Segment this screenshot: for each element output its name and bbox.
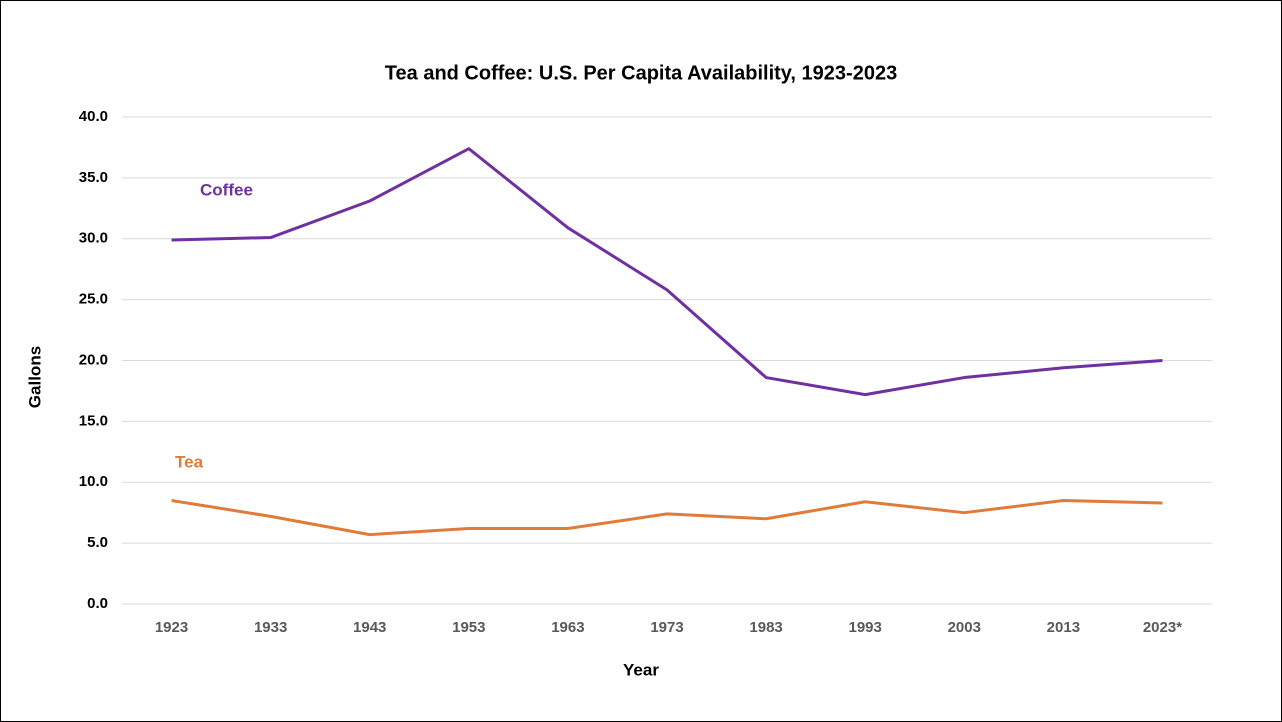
series-line	[171, 147, 1163, 397]
x-tick-label: 1983	[749, 619, 782, 636]
chart-title: Tea and Coffee: U.S. Per Capita Availabi…	[385, 62, 897, 84]
x-tick-label: 1993	[848, 619, 881, 636]
y-tick-label: 30.0	[79, 230, 108, 247]
y-tick-label: 20.0	[79, 351, 108, 368]
series-label: Coffee	[200, 180, 253, 199]
y-tick-label: 40.0	[79, 108, 108, 125]
y-tick-label: 10.0	[79, 473, 108, 490]
y-tick-label: 5.0	[87, 534, 108, 551]
series-label: Tea	[175, 452, 204, 471]
y-tick-label: 25.0	[79, 291, 108, 308]
x-tick-label: 1933	[254, 619, 287, 636]
y-axis-label: Gallons	[25, 346, 44, 408]
series-line	[171, 499, 1163, 537]
x-tick-label: 1923	[155, 619, 188, 636]
x-tick-label: 1973	[650, 619, 683, 636]
y-tick-label: 35.0	[79, 169, 108, 186]
x-tick-label: 1963	[551, 619, 584, 636]
x-tick-label: 2013	[1047, 619, 1080, 636]
x-tick-label: 1953	[452, 619, 485, 636]
x-tick-label: 2003	[948, 619, 981, 636]
x-tick-label: 2023*	[1143, 619, 1182, 636]
y-tick-label: 15.0	[79, 412, 108, 429]
y-tick-label: 0.0	[87, 595, 108, 612]
x-tick-label: 1943	[353, 619, 386, 636]
x-axis-label: Year	[623, 660, 659, 679]
